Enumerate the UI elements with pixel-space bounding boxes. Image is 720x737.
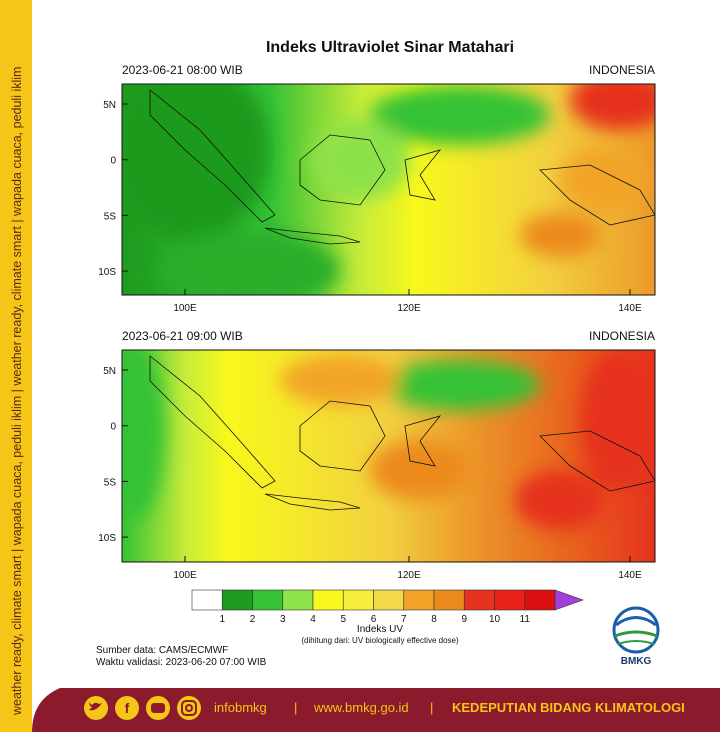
- footer-url: www.bmkg.go.id: [313, 700, 409, 715]
- panel-time: 2023-06-21 09:00 WIB: [122, 329, 243, 343]
- colorbar-box: [494, 589, 526, 611]
- footer-separator: |: [294, 700, 297, 715]
- lat-label: 5N: [103, 366, 116, 377]
- sidebar: [0, 0, 32, 732]
- footer-org: KEDEPUTIAN BIDANG KLIMATOLOGI: [452, 700, 685, 715]
- lat-label: 10S: [98, 267, 116, 278]
- lat-label: 0: [110, 422, 116, 433]
- colorbar-label: 2: [250, 614, 256, 625]
- colorbar-label: 6: [371, 614, 377, 625]
- lat-label: 5S: [104, 477, 117, 488]
- colorbar-box: [282, 589, 314, 611]
- colorbar-label: 7: [401, 614, 407, 625]
- footer: [32, 688, 720, 732]
- map-axes: 5N 0 5S 10S 100E 120E 140E 5N 0 5S 10S 100E 120E 140E: [98, 100, 642, 581]
- colorbar-box: [433, 589, 465, 611]
- colorbar-arrow: [554, 589, 584, 611]
- footer-handle: infobmkg: [214, 700, 267, 715]
- validation: Waktu validasi: 2023-06-20 07:00 WIB: [96, 657, 267, 668]
- colorbar-box: [191, 589, 223, 611]
- uv-field: [122, 84, 655, 295]
- lat-label: 5N: [103, 100, 116, 111]
- panel-region: INDONESIA: [589, 329, 655, 343]
- colorbar-box: [403, 589, 435, 611]
- lat-label: 0: [110, 156, 116, 167]
- colorbar-label: 3: [280, 614, 286, 625]
- facebook-icon[interactable]: [115, 696, 139, 720]
- colorbar-label: 11: [520, 614, 531, 625]
- colorbar-subtitle: (dihitung dari: UV biologically effectiv…: [301, 636, 459, 645]
- colorbar-box: [221, 589, 253, 611]
- colorbar-label: 9: [461, 614, 467, 625]
- lon-label: 100E: [173, 303, 197, 314]
- colorbar-label: 1: [219, 614, 225, 625]
- instagram-icon[interactable]: [177, 696, 201, 720]
- lat-label: 5S: [104, 211, 117, 222]
- colorbar-title: Indeks UV: [357, 624, 403, 635]
- lon-label: 100E: [173, 570, 197, 581]
- map-panel: 2023-06-21 09:00 WIB INDONESIA: [121, 329, 656, 563]
- colorbar-label: 5: [340, 614, 346, 625]
- uv-field: [122, 350, 655, 562]
- lon-label: 140E: [618, 303, 642, 314]
- footer-separator: |: [430, 700, 433, 715]
- svg-text:f: f: [125, 700, 130, 716]
- logo-text: BMKG: [621, 656, 652, 667]
- bmkg-logo: BMKG: [612, 606, 660, 667]
- colorbar-box: [252, 589, 284, 611]
- colorbar: 1 2 3 4 5 6 7 8 9 10 11: [191, 589, 584, 625]
- colorbar-label: 8: [431, 614, 437, 625]
- colorbar-label: 10: [489, 614, 501, 625]
- title: Indeks Ultraviolet Sinar Matahari: [266, 39, 514, 56]
- social-icons: f: [84, 696, 201, 720]
- colorbar-box: [524, 589, 556, 611]
- lon-label: 140E: [618, 570, 642, 581]
- panel-time: 2023-06-21 08:00 WIB: [122, 63, 243, 77]
- lon-label: 120E: [397, 570, 421, 581]
- lat-label: 10S: [98, 533, 116, 544]
- lon-label: 120E: [397, 303, 421, 314]
- panel-region: INDONESIA: [589, 63, 655, 77]
- sidebar-text: weather ready, climate smart | wapada cu…: [10, 67, 24, 716]
- colorbar-box: [463, 589, 495, 611]
- colorbar-box: [373, 589, 405, 611]
- colorbar-box: [342, 589, 374, 611]
- map-panel: 2023-06-21 08:00 WIB INDONESIA: [121, 63, 656, 296]
- source: Sumber data: CAMS/ECMWF: [96, 645, 228, 656]
- colorbar-label: 4: [310, 614, 316, 625]
- colorbar-box: [312, 589, 344, 611]
